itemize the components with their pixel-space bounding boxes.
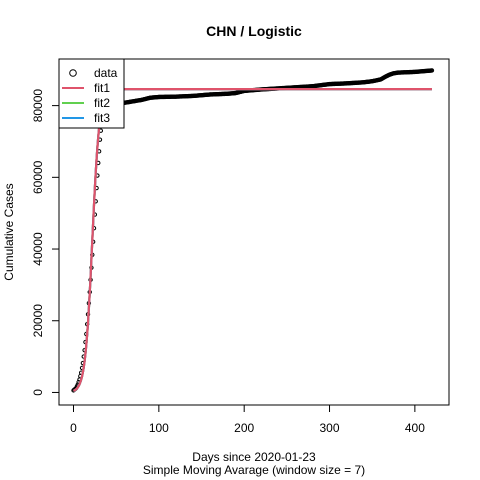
y-tick-label: 0 xyxy=(31,389,45,396)
plot-area xyxy=(71,68,435,393)
data-point xyxy=(429,68,435,73)
x-axis: 0 100 200 300 400 xyxy=(70,404,425,435)
fit-line-fit2 xyxy=(73,88,432,392)
fit-line-fit1 xyxy=(73,88,432,392)
x-tick-label: 0 xyxy=(70,421,77,435)
y-tick-label: 60000 xyxy=(31,160,45,194)
y-tick-label: 80000 xyxy=(31,89,45,123)
y-axis-label: Cumulative Cases xyxy=(2,183,16,280)
fit-line-fit3 xyxy=(73,88,432,392)
x-axis-label: Days since 2020-01-23 xyxy=(192,450,316,464)
legend-label-fit1: fit1 xyxy=(94,81,110,95)
x-tick-label: 400 xyxy=(405,421,425,435)
y-tick-label: 20000 xyxy=(31,304,45,338)
x-axis-sublabel: Simple Moving Avarage (window size = 7) xyxy=(143,463,365,477)
legend-label-fit2: fit2 xyxy=(94,96,110,110)
legend-box xyxy=(58,58,125,129)
y-axis: 0 20000 40000 60000 80000 xyxy=(31,89,60,396)
fit-line-fit1-top xyxy=(73,88,432,392)
x-tick-label: 300 xyxy=(320,421,340,435)
legend-label-fit3: fit3 xyxy=(94,111,110,125)
chart-title: CHN / Logistic xyxy=(206,23,302,39)
x-tick-label: 200 xyxy=(234,421,254,435)
legend-symbol-data xyxy=(69,69,77,77)
x-tick-label: 100 xyxy=(149,421,169,435)
y-tick-label: 40000 xyxy=(31,232,45,266)
legend-label-data: data xyxy=(94,66,118,80)
data-series xyxy=(71,68,435,393)
series-layer xyxy=(71,68,435,393)
